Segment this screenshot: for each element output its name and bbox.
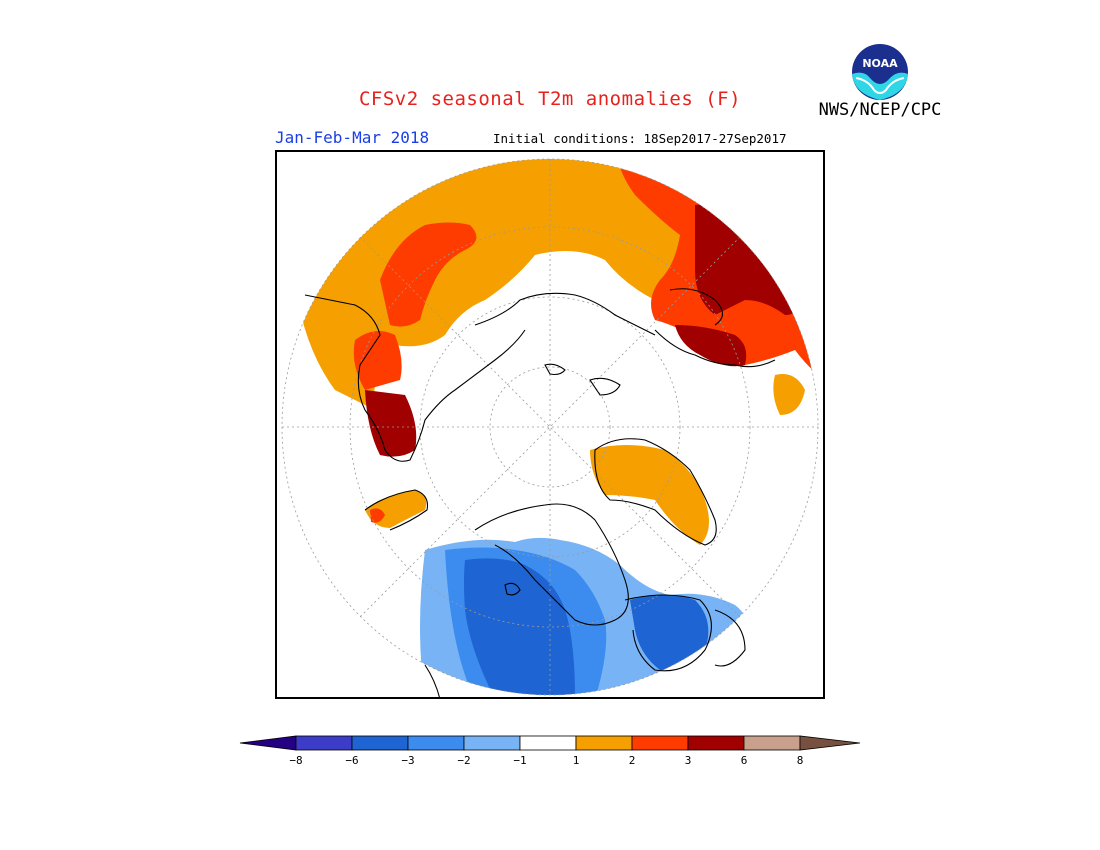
- anomaly-region-darkred-scandinavia: [365, 390, 417, 457]
- colorbar-swatch: [743, 735, 801, 751]
- colorbar-label: −8: [289, 754, 302, 767]
- season-label: Jan-Feb-Mar 2018: [275, 128, 430, 147]
- map-title: CFSv2 seasonal T2m anomalies (F): [358, 88, 742, 110]
- colorbar-arrow-high: [799, 735, 861, 751]
- anomaly-region-darkblue-canada: [464, 558, 575, 695]
- anomaly-region-darkred-alaska: [675, 325, 747, 367]
- anomaly-region-eurasia-orange: [295, 159, 695, 410]
- colorbar-label: 1: [573, 754, 580, 767]
- colorbar-label: −2: [457, 754, 470, 767]
- anomaly-region-red-spot: [370, 508, 385, 523]
- colorbar-label: 2: [629, 754, 636, 767]
- colorbar: −8 −6 −3 −2 −1 1 2 3 6 8: [239, 735, 861, 767]
- colorbar-label: −6: [345, 754, 358, 767]
- colorbar-swatch: [519, 735, 577, 751]
- anomaly-region-darkred-bering: [695, 204, 799, 315]
- colorbar-labels: −8 −6 −3 −2 −1 1 2 3 6 8: [289, 754, 803, 767]
- colorbar-swatch: [351, 735, 409, 751]
- colorbar-swatch: [295, 735, 353, 751]
- anomaly-region-orange-greenland: [590, 445, 709, 545]
- polar-map: [275, 150, 825, 699]
- colorbar-label: 8: [797, 754, 804, 767]
- anomaly-region-darkblue-hudson: [630, 595, 709, 670]
- colorbar-label: −1: [513, 754, 526, 767]
- colorbar-label: −3: [401, 754, 414, 767]
- colorbar-swatch: [407, 735, 465, 751]
- colorbar-swatch: [631, 735, 689, 751]
- noaa-logo: NOAA: [849, 41, 911, 103]
- graticule: [281, 158, 819, 696]
- colorbar-label: 3: [685, 754, 692, 767]
- initial-conditions-label: Initial conditions: 18Sep2017-27Sep2017: [493, 131, 787, 146]
- colorbar-swatch: [463, 735, 521, 751]
- anomaly-region-red-scandinavia: [353, 331, 402, 390]
- anomaly-region-orange-east: [773, 374, 805, 415]
- colorbar-arrow-low: [239, 735, 297, 751]
- anomaly-fields: [295, 159, 818, 695]
- logo-text: NOAA: [862, 57, 898, 70]
- colorbar-swatches: [239, 735, 861, 751]
- map-border: [275, 150, 825, 699]
- colorbar-swatch: [575, 735, 633, 751]
- colorbar-swatch: [687, 735, 745, 751]
- agency-label: NWS/NCEP/CPC: [818, 100, 942, 120]
- coastlines: [304, 288, 776, 699]
- anomaly-region-red-west: [380, 222, 477, 327]
- colorbar-label: 6: [741, 754, 748, 767]
